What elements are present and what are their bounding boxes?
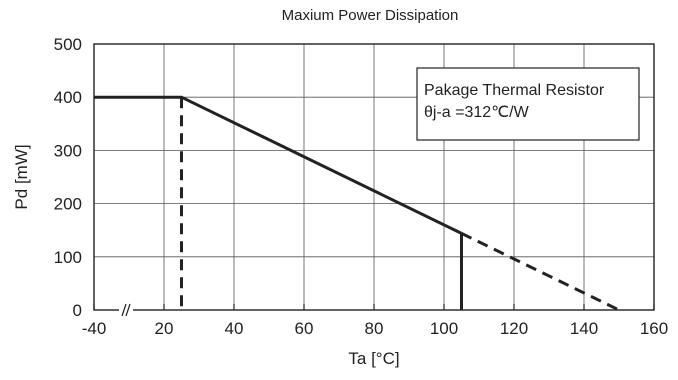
note-line-2: θj-a =312℃/W	[424, 104, 530, 121]
x-tick-label: 40	[225, 319, 244, 338]
note-line-1: Pakage Thermal Resistor	[424, 82, 605, 99]
x-tick-label: 80	[365, 319, 384, 338]
x-tick-label: 100	[430, 319, 458, 338]
x-tick-label: 160	[640, 319, 668, 338]
y-tick-labels: 500 400 300 200 100 0	[54, 35, 82, 320]
y-tick-label: 400	[54, 88, 82, 107]
y-tick-label: 300	[54, 141, 82, 160]
x-tick-label: 20	[155, 319, 174, 338]
y-tick-label: 500	[54, 35, 82, 54]
axis-break-mark	[119, 300, 133, 318]
x-tick-label: 140	[570, 319, 598, 338]
y-tick-label: 100	[54, 248, 82, 267]
series-line-4-dashed	[460, 232, 620, 312]
x-tick-labels: -40 20 40 60 80 100 120 140 160	[82, 304, 668, 338]
note-box	[416, 67, 640, 141]
y-tick-label: 200	[54, 195, 82, 214]
chart-title: Maxium Power Dissipation	[282, 7, 459, 24]
x-tick-label: 120	[500, 319, 528, 338]
thermal-resistance-note: Pakage Thermal Resistor θj-a =312℃/W	[416, 67, 640, 141]
y-axis-label: Pd [mW]	[12, 144, 31, 209]
x-tick-label: 60	[295, 319, 314, 338]
series-line-1-solid	[94, 95, 463, 235]
x-tick-label: -40	[82, 319, 107, 338]
series-layer	[94, 95, 620, 312]
x-axis-label: Ta [°C]	[348, 349, 399, 368]
y-tick-label: 0	[73, 301, 82, 320]
